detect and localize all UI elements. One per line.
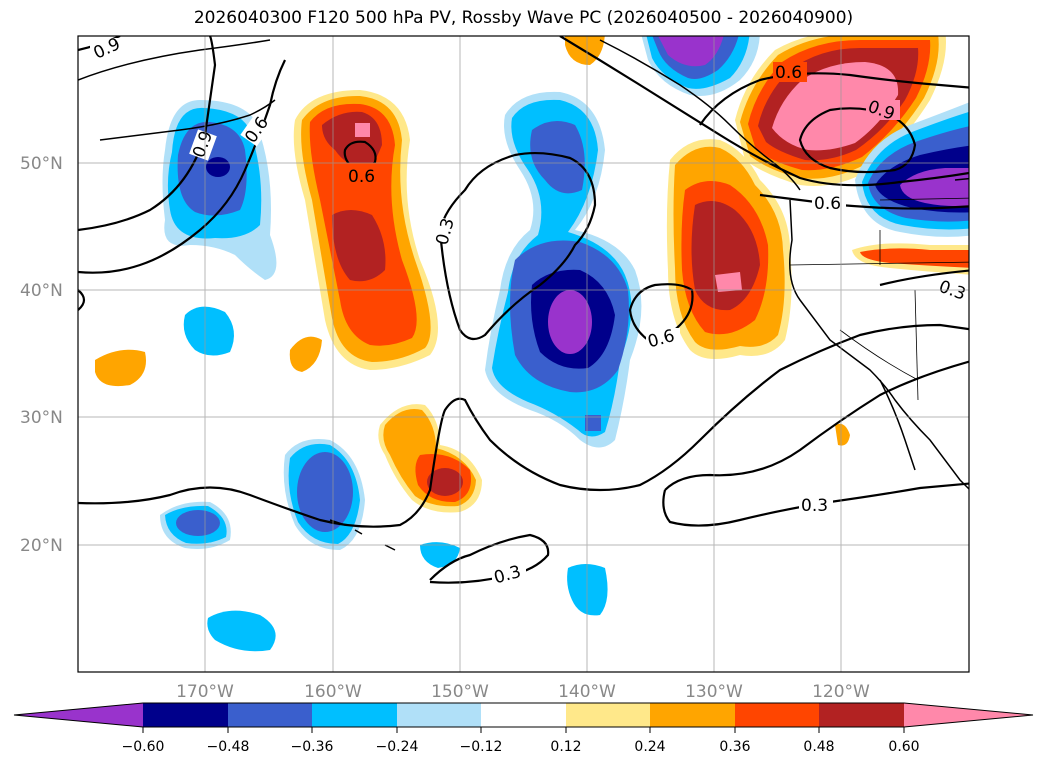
positive-anomaly-160w [289, 90, 438, 372]
lon-label-130w: 130°W [685, 682, 743, 702]
colorbar-tick-label: 0.36 [719, 739, 750, 755]
lat-label-40n: 40°N [20, 281, 63, 301]
colorbar-segment [735, 703, 819, 727]
colorbar-tick-label: −0.24 [376, 739, 419, 755]
colorbar-segment [819, 703, 904, 727]
positive-anomaly-small-west [95, 349, 146, 387]
negative-anomaly-small-1 [183, 306, 234, 356]
negative-anomaly-south [160, 439, 608, 652]
colorbar-segment [228, 703, 312, 727]
colorbar-tick-label: −0.60 [122, 739, 165, 755]
colorbar-extend-low [14, 703, 143, 727]
colorbar-tick-label: −0.48 [207, 739, 250, 755]
gridlines [78, 36, 969, 672]
lon-label-150w: 150°W [431, 682, 489, 702]
lon-label-120w: 120°W [812, 682, 870, 702]
colorbar-extend-high [904, 703, 1033, 727]
colorbar-segment [481, 703, 566, 727]
positive-anomaly-150w [378, 404, 482, 513]
colorbar-segment [650, 703, 735, 727]
colorbar-segment [312, 703, 397, 727]
colorbar-segment [143, 703, 228, 727]
longitude-labels: 170°W 160°W 150°W 140°W 130°W 120°W [176, 682, 870, 702]
contour-label: 0.6 [814, 194, 841, 214]
latitude-labels: 50°N 40°N 30°N 20°N [20, 154, 63, 556]
map-title: 2026040300 F120 500 hPa PV, Rossby Wave … [193, 8, 854, 28]
colorbar-tick-label: 0.60 [888, 739, 919, 755]
negative-anomaly-alaska [641, 36, 760, 96]
contour-label: 0.6 [348, 167, 375, 187]
political-borders [789, 197, 969, 401]
lon-label-160w: 160°W [304, 682, 362, 702]
colorbar-tick-label: 0.24 [634, 739, 665, 755]
lat-label-50n: 50°N [20, 154, 63, 174]
positive-anomaly-tiny [835, 423, 850, 446]
lat-label-20n: 20°N [20, 536, 63, 556]
colorbar-tick-label: 0.12 [550, 739, 581, 755]
pv-contours [78, 36, 969, 584]
colorbar-tick-label: 0.48 [803, 739, 834, 755]
lat-label-30n: 30°N [20, 408, 63, 428]
colorbar-tick-label: −0.36 [291, 739, 334, 755]
contour-label: 0.6 [775, 63, 802, 83]
colorbar-segment [397, 703, 481, 727]
contour-label: 0.3 [801, 496, 828, 516]
colorbar: −0.60 −0.48 −0.36 −0.24 −0.12 0.12 0.24 … [13, 702, 1034, 755]
filled-anomalies: 0.9 0.9 0.6 0.6 0.3 0.6 0.6 0.9 0.6 0.3 … [78, 36, 969, 672]
colorbar-tick-label: −0.12 [460, 739, 503, 755]
lon-label-170w: 170°W [176, 682, 234, 702]
lon-label-140w: 140°W [558, 682, 616, 702]
plot-frame [77, 35, 970, 673]
colorbar-segment [566, 703, 650, 727]
negative-anomaly-140w [485, 91, 642, 448]
